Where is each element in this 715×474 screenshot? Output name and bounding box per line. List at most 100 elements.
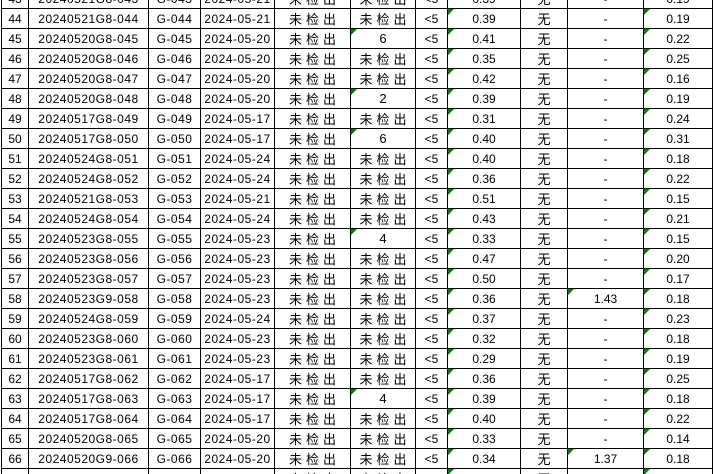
cell-value-a[interactable]: 0.37 [447,308,521,330]
cell-row-number[interactable]: 57 [1,268,29,290]
cell-limit[interactable]: <5 [415,308,448,330]
cell-sample-code[interactable]: G-054 [148,208,201,230]
cell-value-a[interactable]: 0.43 [447,208,521,230]
cell-result-a[interactable]: 未检出 [274,208,351,230]
cell-value-b[interactable]: - [567,248,644,270]
cell-limit[interactable]: <5 [415,68,448,90]
cell-limit[interactable]: <5 [415,128,448,150]
cell-result-a[interactable]: 未检出 [274,28,351,50]
cell-value-a[interactable]: 0.33 [447,428,521,450]
cell-remark[interactable]: 无 [520,68,568,90]
cell-limit[interactable]: <5 [415,88,448,110]
cell-result-b[interactable]: 未检出 [350,68,416,90]
cell-value-a[interactable]: 0.51 [447,188,521,210]
cell-sample-id[interactable]: 20240520G8-047 [28,68,149,90]
cell-limit[interactable]: <5 [415,328,448,350]
cell-date[interactable]: 2024-05-20 [200,48,275,70]
cell-remark[interactable]: 无 [520,0,568,10]
cell-value-c[interactable]: 0.15 [643,188,713,210]
cell-row-number[interactable]: 49 [1,108,29,130]
cell-value-c[interactable]: 0.22 [643,168,713,190]
cell-sample-id[interactable]: 20240524G8-051 [28,148,149,170]
cell-date[interactable]: 2024-05-24 [200,168,275,190]
cell-sample-code[interactable]: G-053 [148,188,201,210]
cell-sample-code[interactable]: G-067 [148,468,201,474]
cell-result-b[interactable]: 未检出 [350,348,416,370]
cell-limit[interactable]: <5 [415,268,448,290]
cell-value-b[interactable]: - [567,0,644,10]
cell-sample-id[interactable]: 20240521G8-044 [28,8,149,30]
cell-sample-id[interactable]: 20240521G8-043 [28,0,149,10]
cell-sample-code[interactable]: G-058 [148,288,201,310]
cell-row-number[interactable]: 52 [1,168,29,190]
cell-value-a[interactable]: 0.31 [447,108,521,130]
cell-result-b[interactable]: 未检出 [350,468,416,474]
cell-limit[interactable]: <5 [415,148,448,170]
cell-result-b[interactable]: 未检出 [350,408,416,430]
cell-sample-code[interactable]: G-051 [148,148,201,170]
cell-row-number[interactable]: 60 [1,328,29,350]
cell-value-b[interactable]: - [567,68,644,90]
cell-date[interactable]: 2024-05-24 [200,208,275,230]
cell-remark[interactable]: 无 [520,108,568,130]
cell-result-b[interactable]: 未检出 [350,248,416,270]
cell-value-c[interactable]: 0.18 [643,148,713,170]
cell-value-c[interactable]: 0.24 [643,108,713,130]
cell-result-b[interactable]: 未检出 [350,48,416,70]
cell-sample-code[interactable]: G-046 [148,48,201,70]
cell-sample-id[interactable]: 20240517G8-050 [28,128,149,150]
cell-value-a[interactable]: 0.39 [447,388,521,410]
cell-date[interactable]: 2024-05-20 [200,88,275,110]
cell-value-a[interactable]: 0.33 [447,468,521,474]
cell-row-number[interactable]: 44 [1,8,29,30]
cell-row-number[interactable]: 51 [1,148,29,170]
cell-value-c[interactable]: 0.18 [643,328,713,350]
cell-sample-code[interactable]: G-066 [148,448,201,470]
cell-remark[interactable]: 无 [520,308,568,330]
cell-result-a[interactable]: 未检出 [274,368,351,390]
cell-result-b[interactable]: 未检出 [350,328,416,350]
cell-sample-code[interactable]: G-049 [148,108,201,130]
cell-value-a[interactable]: 0.42 [447,68,521,90]
cell-row-number[interactable]: 53 [1,188,29,210]
cell-value-a[interactable]: 0.50 [447,268,521,290]
cell-value-b[interactable]: - [567,408,644,430]
cell-result-b[interactable]: 4 [350,228,416,250]
cell-limit[interactable]: <5 [415,468,448,474]
cell-remark[interactable]: 无 [520,188,568,210]
cell-result-b[interactable]: 2 [350,88,416,110]
cell-value-a[interactable]: 0.29 [447,348,521,370]
cell-sample-id[interactable]: 20240520G8-045 [28,28,149,50]
cell-value-b[interactable]: - [567,148,644,170]
cell-result-a[interactable]: 未检出 [274,108,351,130]
cell-result-a[interactable]: 未检出 [274,348,351,370]
cell-value-c[interactable]: 0.15 [643,228,713,250]
cell-value-b[interactable]: - [567,128,644,150]
cell-row-number[interactable]: 62 [1,368,29,390]
cell-row-number[interactable]: 61 [1,348,29,370]
cell-value-a[interactable]: 0.39 [447,8,521,30]
cell-result-b[interactable]: 未检出 [350,188,416,210]
cell-value-b[interactable]: - [567,88,644,110]
cell-result-b[interactable]: 未检出 [350,288,416,310]
cell-sample-id[interactable]: 20240520G9-066 [28,448,149,470]
cell-date[interactable]: 2024-05-17 [200,408,275,430]
cell-date[interactable]: 2024-05-23 [200,248,275,270]
cell-sample-id[interactable]: 20240523G8-057 [28,268,149,290]
cell-row-number[interactable]: 64 [1,408,29,430]
cell-date[interactable]: 2024-05-24 [200,148,275,170]
cell-sample-id[interactable]: 20240521G8-053 [28,188,149,210]
cell-date[interactable]: 2024-05-23 [200,328,275,350]
cell-sample-code[interactable]: G-044 [148,8,201,30]
cell-remark[interactable]: 无 [520,28,568,50]
cell-value-b[interactable]: - [567,308,644,330]
cell-sample-id[interactable]: 20240524G8-052 [28,168,149,190]
cell-limit[interactable]: <5 [415,8,448,30]
cell-limit[interactable]: <5 [415,188,448,210]
cell-remark[interactable]: 无 [520,88,568,110]
cell-value-c[interactable]: 0.19 [643,0,713,10]
cell-value-a[interactable]: 0.35 [447,48,521,70]
cell-remark[interactable]: 无 [520,128,568,150]
cell-remark[interactable]: 无 [520,288,568,310]
cell-date[interactable]: 2024-05-20 [200,448,275,470]
